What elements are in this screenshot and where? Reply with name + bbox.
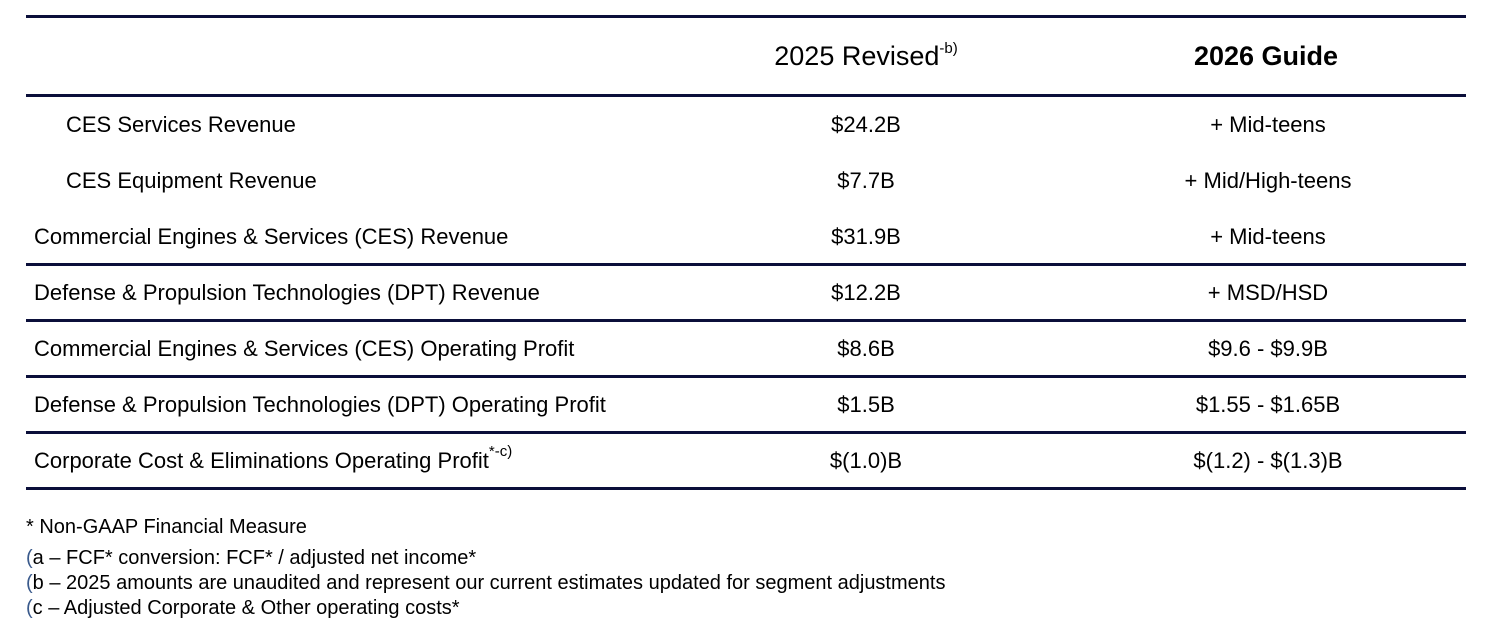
table-header: 2025 Revised-b) 2026 Guide: [26, 17, 1466, 95]
footnote-text: a – FCF* conversion: FCF* / adjusted net…: [32, 547, 477, 569]
row-divider: [26, 431, 1466, 434]
row-label: CES Equipment Revenue: [66, 168, 317, 193]
footnote-paren: (: [26, 597, 33, 619]
row-label: Commercial Engines & Services (CES) Oper…: [34, 336, 575, 361]
row-value-2026: + Mid-teens: [1210, 112, 1326, 137]
footnote-paren: (: [26, 547, 33, 569]
row-label: Defense & Propulsion Technologies (DPT) …: [34, 280, 540, 305]
row-value-2026: + Mid/High-teens: [1184, 168, 1352, 193]
header-2025-footnote-ref: -b): [939, 40, 958, 57]
row-value-2025: $(1.0)B: [829, 448, 903, 473]
row-value-2026: $9.6 - $9.9B: [1208, 336, 1328, 361]
footnote-b: (b – 2025 amounts are unaudited and repr…: [26, 571, 1466, 596]
footnote-a: (a – FCF* conversion: FCF* / adjusted ne…: [26, 546, 1466, 571]
table-row: CES Services Revenue $24.2B + Mid-teens: [26, 97, 1466, 153]
row-divider: [26, 319, 1466, 322]
row-label: Defense & Propulsion Technologies (DPT) …: [34, 392, 606, 417]
header-2026-guide: 2026 Guide: [1193, 41, 1339, 71]
table-row: Defense & Propulsion Technologies (DPT) …: [26, 265, 1466, 321]
row-value-2025: $1.5B: [837, 392, 895, 417]
footnote-text: b – 2025 amounts are unaudited and repre…: [32, 572, 946, 594]
row-value-2025: $7.7B: [837, 168, 895, 193]
row-divider: [26, 263, 1466, 266]
table-row: Commercial Engines & Services (CES) Oper…: [26, 321, 1466, 377]
row-label: CES Services Revenue: [66, 112, 296, 137]
row-value-2026: + MSD/HSD: [1207, 280, 1329, 305]
row-value-2026: $(1.2) - $(1.3)B: [1193, 448, 1343, 473]
row-label-footnote-ref: *-c): [488, 443, 513, 460]
footnotes: * Non-GAAP Financial Measure (a – FCF* c…: [26, 514, 1466, 621]
header-2025-label: 2025 Revised: [774, 41, 940, 71]
footnote-text: c – Adjusted Corporate & Other operating…: [32, 597, 460, 619]
footnote-paren: (: [26, 572, 33, 594]
table-top-rule: [26, 15, 1466, 18]
table-row: Corporate Cost & Eliminations Operating …: [26, 433, 1466, 489]
header-bottom-rule: [26, 94, 1466, 97]
header-2025-revised: 2025 Revised-b): [704, 39, 1028, 73]
table-row: Commercial Engines & Services (CES) Reve…: [26, 209, 1466, 265]
row-value-2025: $12.2B: [831, 280, 901, 305]
row-value-2026: $1.55 - $1.65B: [1195, 392, 1341, 417]
row-value-2026: + Mid-teens: [1210, 224, 1326, 249]
row-value-2025: $8.6B: [837, 336, 895, 361]
row-label: Commercial Engines & Services (CES) Reve…: [34, 224, 509, 249]
table-row: CES Equipment Revenue $7.7B + Mid/High-t…: [26, 153, 1466, 209]
footnote-c: (c – Adjusted Corporate & Other operatin…: [26, 596, 1466, 621]
row-value-2025: $24.2B: [831, 112, 901, 137]
row-divider: [26, 375, 1466, 378]
row-label-text: Corporate Cost & Eliminations Operating …: [34, 448, 489, 473]
row-label: Corporate Cost & Eliminations Operating …: [34, 443, 513, 476]
table-row: Defense & Propulsion Technologies (DPT) …: [26, 377, 1466, 433]
footnote-non-gaap: * Non-GAAP Financial Measure: [26, 516, 307, 538]
table-bottom-rule: [26, 487, 1466, 490]
row-value-2025: $31.9B: [831, 224, 901, 249]
